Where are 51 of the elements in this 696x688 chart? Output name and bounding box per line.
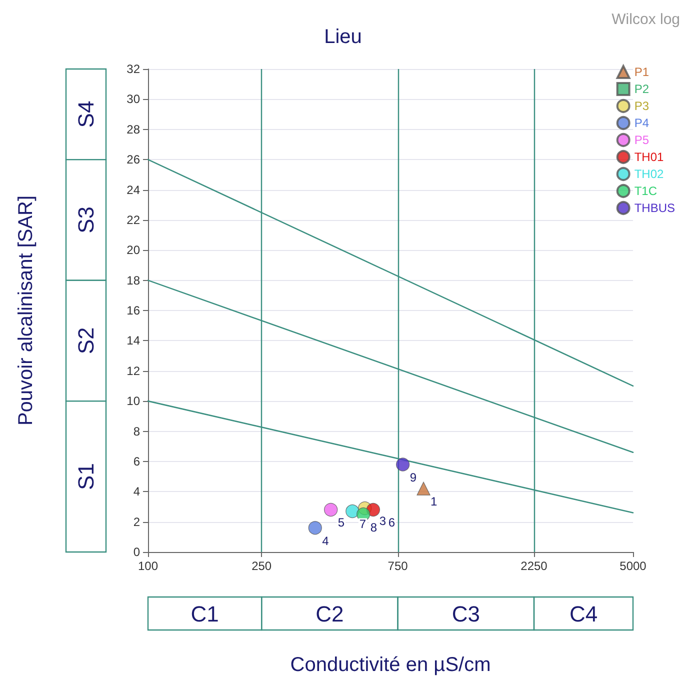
text: C1 <box>190 602 219 626</box>
y-tick-label: 6 <box>133 454 140 468</box>
y-tick-label: 8 <box>133 424 140 438</box>
y-tick-label: 10 <box>126 394 140 408</box>
annotation: 4 <box>322 534 330 548</box>
legend-label: P2 <box>634 82 650 96</box>
x-tick-label: 750 <box>388 559 408 573</box>
text: C2 <box>316 602 344 626</box>
legend-label: T1C <box>634 184 658 198</box>
legend-label: TH02 <box>634 167 664 181</box>
y-tick-label: 26 <box>126 152 140 167</box>
y-tick-label: 12 <box>126 364 140 378</box>
y-tick-label: 4 <box>133 484 140 499</box>
y-tick-label: 22 <box>126 212 140 227</box>
x-axis-title: Conductivité en µS/cm <box>290 654 491 676</box>
y-tick-label: 28 <box>126 122 140 136</box>
y-tick-label: 24 <box>126 182 140 197</box>
y-axis-title: Pouvoir alcalinisant [SAR] <box>15 195 37 426</box>
text: S1 <box>74 463 98 490</box>
annotation: 8 <box>370 520 378 534</box>
y-tick-label: 18 <box>126 273 140 288</box>
text: S2 <box>74 327 98 354</box>
y-tick-label: 16 <box>126 304 140 318</box>
text: S3 <box>74 206 98 234</box>
annotation: 7 <box>359 517 366 532</box>
y-tick-label: 2 <box>133 514 140 529</box>
legend-label: TH01 <box>634 150 664 164</box>
legend-label: P1 <box>634 65 650 79</box>
y-tick-label: 30 <box>126 92 140 106</box>
chart-title: Lieu <box>324 26 362 48</box>
x-tick-label: 2250 <box>520 559 548 573</box>
y-tick-label: 20 <box>126 243 140 258</box>
annotation: 1 <box>430 494 438 509</box>
text: C3 <box>452 602 480 626</box>
legend-label: P4 <box>634 116 650 130</box>
text: S4 <box>74 100 98 128</box>
legend-label: THBUS <box>634 201 675 215</box>
text: C4 <box>569 602 598 626</box>
x-tick-label: 250 <box>252 559 272 573</box>
x-tick-label: 5000 <box>620 559 647 573</box>
annotation: 9 <box>410 470 417 484</box>
text: Wilcox log <box>612 11 680 28</box>
annotation: 5 <box>338 516 345 530</box>
y-tick-label: 0 <box>133 545 140 559</box>
annotation: 6 <box>388 516 396 530</box>
y-tick-label: 32 <box>126 62 140 76</box>
x-tick-label: 100 <box>138 559 158 573</box>
legend-label: P3 <box>634 99 650 113</box>
y-tick-label: 14 <box>126 334 140 348</box>
legend-label: P5 <box>634 133 650 147</box>
annotation: 3 <box>379 514 386 528</box>
